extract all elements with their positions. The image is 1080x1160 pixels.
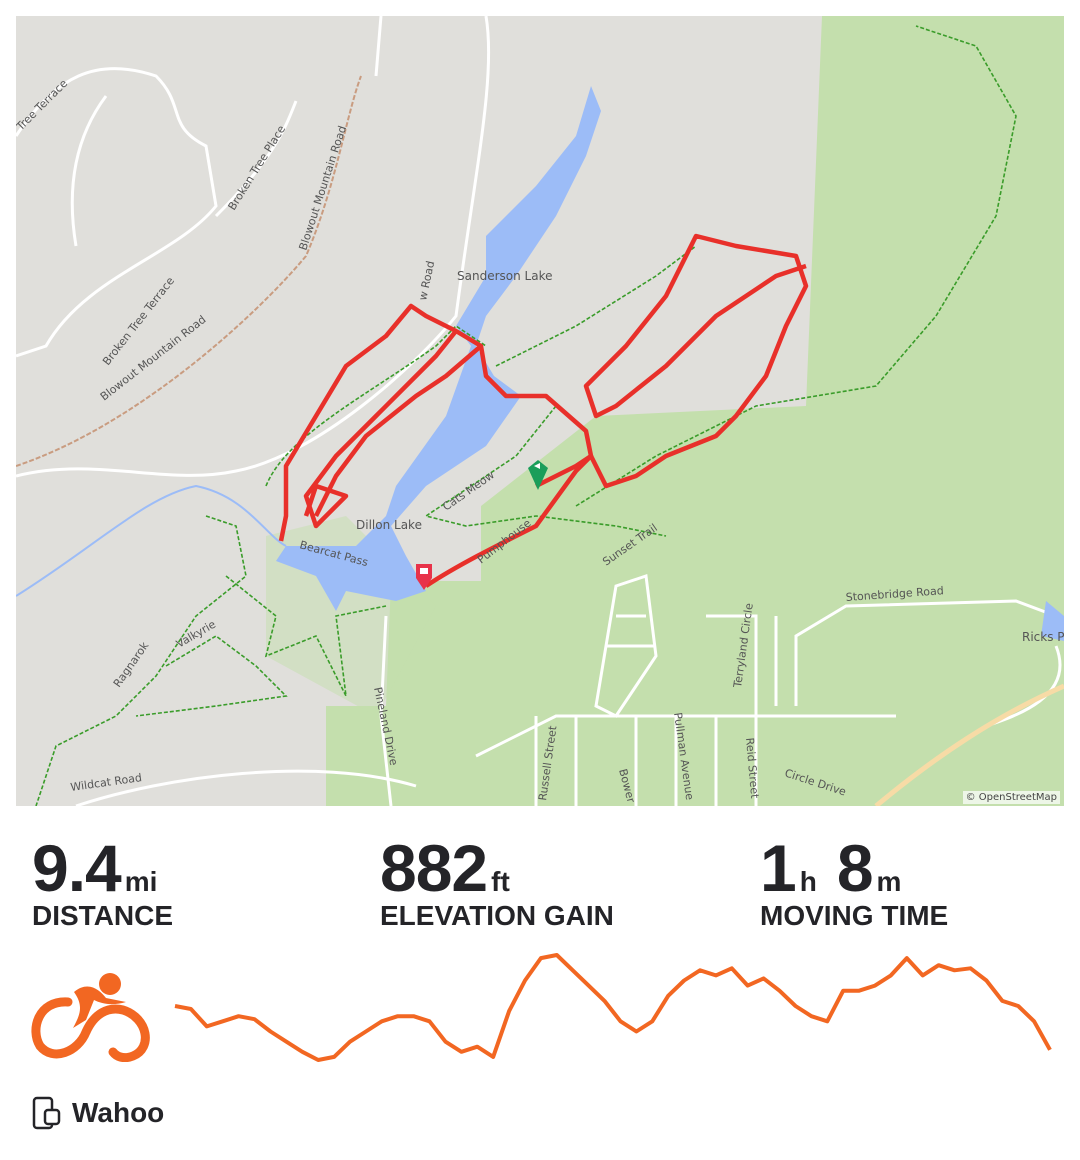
map-attribution[interactable]: © OpenStreetMap (962, 791, 1060, 804)
map-label: w Road (416, 260, 437, 302)
map-label: Reid Street (743, 737, 761, 799)
elevation-line (174, 953, 1052, 1062)
device-watch-icon (32, 1096, 61, 1130)
map-label: Ragnarok (111, 639, 152, 690)
map-label: Tree Terrace (16, 77, 70, 134)
device-info: Wahoo (32, 1096, 164, 1130)
map-label: Broken Tree Place (226, 123, 289, 213)
distance-unit: mi (124, 866, 158, 897)
stat-distance: 9.4 mi DISTANCE (32, 830, 173, 932)
moving-time-label: MOVING TIME (760, 900, 949, 931)
water (276, 86, 1064, 641)
roads (16, 16, 1062, 806)
track (16, 75, 362, 467)
map-label: Dillon Lake (356, 518, 422, 532)
elevation-unit: ft (491, 866, 510, 897)
elevation-profile (174, 953, 1052, 1062)
trails (35, 25, 1017, 806)
minutes-unit: m (876, 866, 902, 897)
minutes-value: 8 (836, 831, 874, 905)
route-track (278, 233, 809, 588)
device-name: Wahoo (72, 1097, 165, 1128)
hours-unit: h (799, 866, 817, 897)
map-label: Blowout Mountain Road (296, 124, 349, 252)
map-label: Sanderson Lake (457, 269, 552, 283)
stat-elevation: 882 ft ELEVATION GAIN (380, 830, 614, 932)
stream (16, 484, 287, 597)
cycling-icon (31, 973, 150, 1062)
distance-value: 9.4 (32, 831, 122, 905)
route-map[interactable]: Tree Terrace Broken Tree Place Broken Tr… (16, 16, 1064, 806)
hours-value: 1 (760, 831, 797, 905)
highway (874, 683, 1064, 806)
map-label: Ricks Po (1022, 630, 1064, 644)
end-marker (416, 564, 432, 590)
elevation-label: ELEVATION GAIN (380, 900, 614, 931)
start-marker (528, 460, 548, 490)
elevation-value: 882 (380, 831, 488, 905)
distance-label: DISTANCE (32, 900, 174, 931)
forest-area (326, 16, 1064, 806)
map-label: Valkyrie (174, 618, 218, 651)
